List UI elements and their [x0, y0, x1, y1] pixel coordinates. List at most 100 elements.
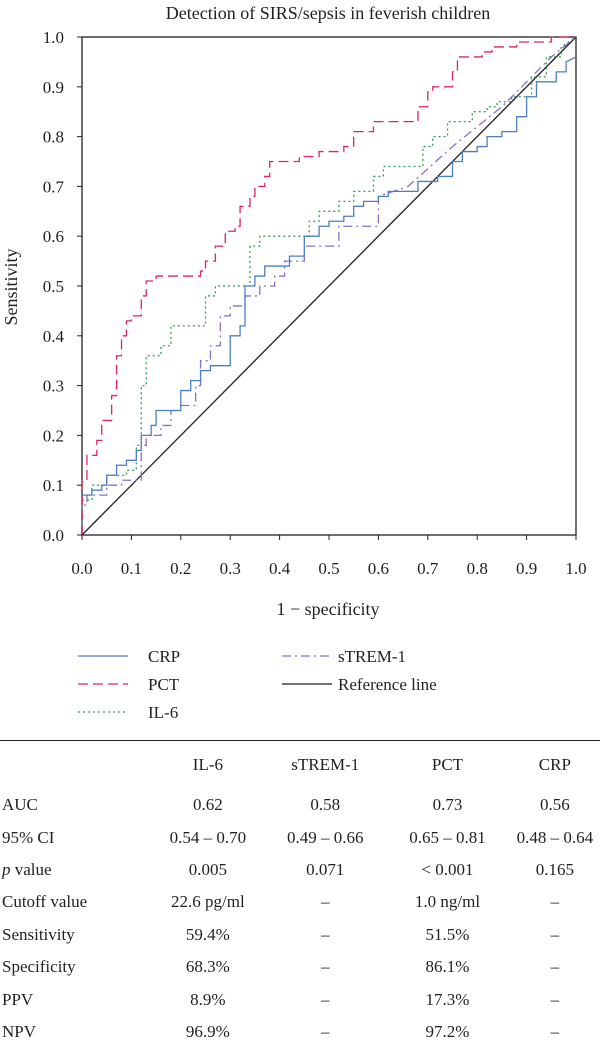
- table-cell: 8.9%: [190, 989, 226, 1009]
- row-label-text: NPV: [2, 1021, 37, 1041]
- x-tick-label: 1.0: [565, 559, 586, 578]
- x-tick-label: 0.7: [417, 559, 439, 578]
- legend-label-reference-line: Reference line: [338, 675, 437, 694]
- table-cell: 0.48 – 0.64: [516, 827, 594, 847]
- table-row: Specificity 68.3% – 86.1% –: [0, 951, 600, 983]
- y-tick-label: 0.6: [43, 227, 64, 246]
- table-cell: 0.73: [432, 795, 463, 815]
- table-header-strem1: sTREM-1: [291, 755, 360, 774]
- x-tick-label: 0.8: [467, 559, 488, 578]
- table-row: 95% CI 0.54 – 0.70 0.49 – 0.66 0.65 – 0.…: [0, 821, 600, 853]
- table-cell: 1.0 ng/ml: [414, 892, 481, 912]
- table-row: PPV 8.9% – 17.3% –: [0, 983, 600, 1015]
- table-cell: –: [550, 924, 560, 944]
- series-reference-line-line: [81, 36, 577, 536]
- y-tick-label: 1.0: [43, 28, 64, 47]
- x-tick-label: 0.4: [269, 559, 291, 578]
- table-row: Cutoff value 22.6 pg/ml – 1.0 ng/ml –: [0, 886, 600, 918]
- table-cell: 0.54 – 0.70: [169, 827, 247, 847]
- table-cell: –: [550, 892, 560, 912]
- table-cell: 22.6 pg/ml: [171, 892, 245, 912]
- series-strem-1-line: [81, 36, 577, 535]
- x-tick-label: 0.0: [71, 559, 92, 578]
- y-tick-label: 0.2: [43, 426, 64, 445]
- table-cell: 0.62: [193, 795, 223, 815]
- table-header-crp: CRP: [538, 755, 571, 774]
- table-header-blank: [0, 741, 151, 790]
- table-cell: –: [321, 957, 330, 977]
- y-axis-label: Sensitivity: [1, 248, 21, 325]
- row-label-auc: AUC: [0, 789, 151, 821]
- y-tick-label: 0.0: [43, 526, 64, 545]
- y-tick-label: 0.7: [43, 177, 65, 196]
- table-cell: 0.58: [310, 795, 341, 815]
- y-tick-label: 0.3: [43, 377, 64, 396]
- table-cell: 86.1%: [425, 957, 470, 977]
- y-tick-label: 0.9: [43, 78, 64, 97]
- legend-label-strem-1: sTREM-1: [338, 647, 406, 666]
- legend-label-il-6: IL-6: [148, 703, 178, 722]
- table-cell: 51.5%: [425, 924, 470, 944]
- row-label-npv: NPV: [0, 1016, 151, 1048]
- table-cell: –: [550, 957, 560, 977]
- legend-label-pct: PCT: [148, 675, 180, 694]
- table-header-il6: IL-6: [192, 755, 223, 774]
- table-cell: < 0.001: [421, 859, 474, 879]
- table-header-row: IL-6 sTREM-1 PCT CRP: [0, 740, 600, 790]
- row-label-text: value: [10, 859, 52, 879]
- table-cell: 68.3%: [185, 957, 230, 977]
- row-label-text: Sensitivity: [2, 924, 75, 944]
- row-label-italic: p: [2, 859, 11, 879]
- table-cell: –: [550, 1021, 560, 1041]
- table-cell: 59.4%: [185, 924, 230, 944]
- table-cell: 17.3%: [425, 989, 470, 1009]
- statistics-table-wrapper: IL-6 sTREM-1 PCT CRP AUC 0.62 0.58 0.73 …: [0, 740, 600, 1048]
- chart-title: Detection of SIRS/sepsis in feverish chi…: [166, 3, 490, 23]
- table-cell: –: [321, 924, 330, 944]
- legend-label-crp: CRP: [148, 647, 180, 666]
- table-cell: 96.9%: [185, 1021, 230, 1041]
- table-cell: –: [321, 1021, 330, 1041]
- table-cell: 0.49 – 0.66: [287, 827, 364, 847]
- row-label-text: 95% CI: [2, 827, 55, 847]
- row-label-cutoff: Cutoff value: [0, 886, 151, 918]
- table-cell: 0.165: [535, 859, 574, 879]
- series-pct-line: [81, 36, 576, 535]
- x-tick-label: 0.1: [121, 559, 142, 578]
- table-cell: 0.65 – 0.81: [409, 827, 486, 847]
- table-cell: 97.2%: [425, 1021, 470, 1041]
- table-cell: –: [550, 989, 560, 1009]
- table-row: AUC 0.62 0.58 0.73 0.56: [0, 789, 600, 821]
- y-tick-label: 0.8: [43, 128, 64, 147]
- table-row: Sensitivity 59.4% – 51.5% –: [0, 919, 600, 951]
- table-cell: 0.071: [306, 859, 345, 879]
- row-label-sensitivity: Sensitivity: [0, 919, 151, 951]
- statistics-table: IL-6 sTREM-1 PCT CRP AUC 0.62 0.58 0.73 …: [0, 740, 600, 1048]
- x-axis-label: 1 − specificity: [276, 599, 379, 619]
- roc-chart: Detection of SIRS/sepsis in feverish chi…: [1, 3, 587, 722]
- table-row: p value 0.005 0.071 < 0.001 0.165: [0, 854, 600, 886]
- table-header-pct: PCT: [431, 755, 464, 774]
- x-tick-label: 0.2: [170, 559, 191, 578]
- series-il-6-line: [81, 36, 577, 535]
- row-label-text: Cutoff value: [2, 892, 88, 912]
- table-cell: 0.56: [539, 795, 570, 815]
- x-tick-label: 0.3: [220, 559, 241, 578]
- row-label-specificity: Specificity: [0, 951, 151, 983]
- table-row: NPV 96.9% – 97.2% –: [0, 1016, 600, 1048]
- y-tick-label: 0.1: [43, 476, 64, 495]
- row-label-ci: 95% CI: [0, 821, 151, 853]
- y-tick-label: 0.5: [43, 277, 64, 296]
- row-label-ppv: PPV: [0, 983, 151, 1015]
- table-cell: 0.005: [188, 859, 228, 879]
- x-tick-label: 0.6: [368, 559, 389, 578]
- x-tick-label: 0.5: [318, 559, 339, 578]
- row-label-text: AUC: [2, 795, 38, 815]
- table-cell: –: [321, 892, 330, 912]
- x-tick-label: 0.9: [516, 559, 537, 578]
- table-cell: –: [321, 989, 330, 1009]
- y-tick-label: 0.4: [43, 327, 65, 346]
- row-label-text: Specificity: [2, 957, 76, 977]
- series-crp-line: [81, 56, 577, 535]
- row-label-pvalue: p value: [0, 854, 151, 886]
